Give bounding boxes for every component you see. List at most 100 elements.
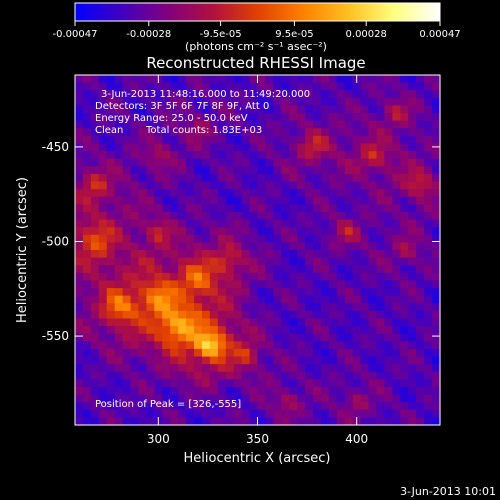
heatmap-cell	[384, 394, 393, 403]
heatmap-cell	[217, 318, 227, 327]
heatmap-cell	[320, 257, 330, 266]
heatmap-cell	[392, 166, 401, 175]
heatmap-cell	[257, 265, 267, 274]
heatmap-cell	[241, 242, 251, 251]
heatmap-cell	[392, 219, 401, 228]
heatmap-cell	[201, 250, 211, 259]
heatmap-cell	[106, 326, 116, 335]
heatmap-cell	[313, 135, 322, 145]
heatmap-cell	[122, 379, 132, 388]
heatmap-cell	[320, 158, 330, 167]
heatmap-cell	[273, 417, 282, 426]
heatmap-cell	[146, 151, 155, 160]
heatmap-cell	[328, 158, 338, 167]
heatmap-cell	[376, 219, 386, 228]
heatmap-cell	[75, 211, 84, 221]
heatmap-cell	[241, 82, 251, 91]
heatmap-cell	[98, 379, 108, 388]
heatmap-cell	[289, 151, 298, 160]
heatmap-cell	[257, 219, 267, 228]
heatmap-cell	[162, 196, 171, 205]
heatmap-cell	[114, 242, 124, 251]
heatmap-cell	[297, 151, 306, 160]
heatmap-cell	[217, 379, 227, 388]
heatmap-cell	[233, 113, 243, 122]
heatmap-cell	[344, 227, 354, 236]
heatmap-cell	[257, 227, 267, 236]
heatmap-cell	[416, 242, 425, 251]
heatmap-cell	[336, 173, 346, 183]
heatmap-cell	[257, 409, 267, 418]
heatmap-cell	[249, 341, 259, 350]
heatmap-cell	[352, 242, 362, 251]
heatmap-cell	[328, 257, 338, 266]
heatmap-cell	[408, 219, 417, 228]
heatmap-cell	[265, 265, 274, 274]
heatmap-cell	[130, 303, 140, 312]
heatmap-cell	[336, 135, 346, 145]
heatmap-cell	[344, 120, 354, 129]
heatmap-cell	[336, 151, 346, 160]
heatmap-cell	[217, 356, 227, 365]
heatmap-cell	[82, 196, 92, 205]
heatmap-cell	[344, 166, 354, 175]
heatmap-cell	[98, 181, 108, 190]
heatmap-cell	[376, 196, 386, 205]
heatmap-cell	[400, 371, 409, 380]
heatmap-cell	[138, 379, 148, 388]
heatmap-cell	[305, 135, 314, 145]
heatmap-cell	[178, 211, 187, 221]
heatmap-cell	[384, 82, 393, 91]
heatmap-cell	[209, 211, 219, 221]
heatmap-cell	[225, 189, 235, 198]
heatmap-cell	[90, 386, 100, 396]
heatmap-cell	[368, 295, 378, 304]
heatmap-cell	[225, 227, 235, 236]
heatmap-cell	[305, 341, 314, 350]
heatmap-cell	[400, 234, 409, 243]
heatmap-cell	[392, 173, 401, 183]
heatmap-cell	[130, 348, 140, 358]
heatmap-cell	[217, 348, 227, 358]
heatmap-cell	[273, 234, 282, 243]
heatmap-cell	[154, 128, 163, 137]
heatmap-cell	[257, 333, 267, 342]
heatmap-cell	[273, 113, 282, 122]
heatmap-cell	[130, 280, 140, 289]
heatmap-cell	[90, 219, 100, 228]
chart-title: Reconstructed RHESSI Image	[146, 54, 365, 72]
heatmap-cell	[408, 166, 417, 175]
heatmap-cell	[416, 394, 425, 403]
heatmap-cell	[106, 409, 116, 418]
heatmap-cell	[233, 257, 243, 266]
heatmap-cell	[336, 128, 346, 137]
heatmap-cell	[90, 394, 100, 403]
heatmap-cell	[257, 75, 267, 84]
heatmap-cell	[114, 97, 124, 107]
heatmap-cell	[217, 386, 227, 396]
heatmap-cell	[217, 417, 227, 426]
heatmap-cell	[75, 265, 84, 274]
heatmap-cell	[217, 303, 227, 312]
heatmap-cell	[432, 128, 441, 137]
heatmap-cell	[344, 204, 354, 213]
heatmap-cell	[146, 379, 155, 388]
heatmap-cell	[106, 417, 116, 426]
heatmap-cell	[289, 82, 298, 91]
heatmap-cell	[98, 326, 108, 335]
heatmap-cell	[106, 120, 116, 129]
heatmap-cell	[328, 409, 338, 418]
heatmap-cell	[106, 288, 116, 297]
heatmap-cell	[225, 318, 235, 327]
heatmap-cell	[138, 90, 148, 99]
heatmap-cell	[432, 326, 441, 335]
heatmap-cell	[186, 97, 195, 107]
heatmap-cell	[265, 295, 274, 304]
heatmap-cell	[289, 204, 298, 213]
heatmap-cell	[313, 166, 322, 175]
heatmap-cell	[241, 181, 251, 190]
heatmap-cell	[114, 120, 124, 129]
heatmap-cell	[432, 371, 441, 380]
heatmap-cell	[344, 379, 354, 388]
heatmap-cell	[154, 113, 163, 122]
